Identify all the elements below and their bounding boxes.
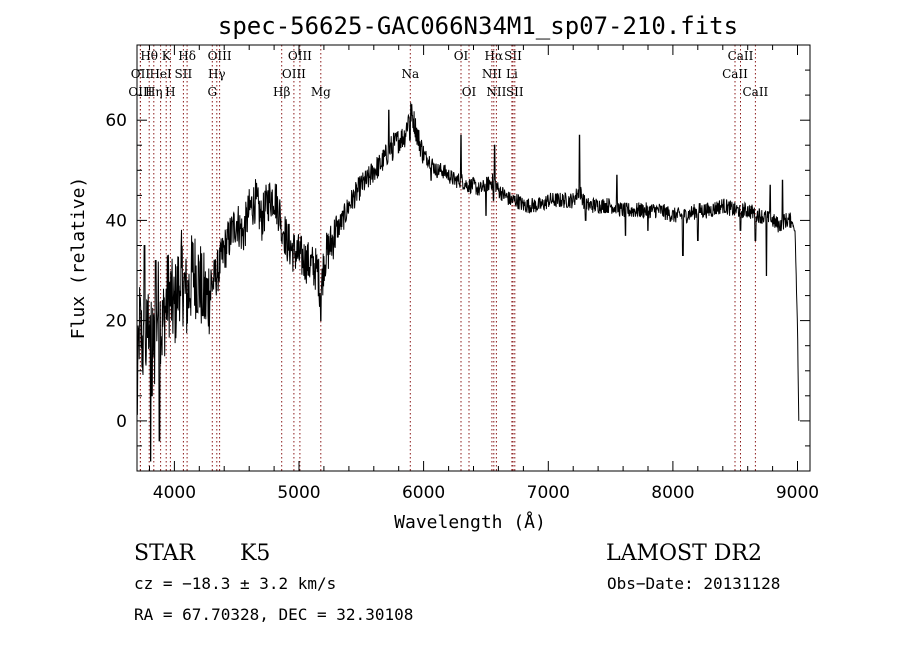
line-marker-label: CaII: [728, 49, 754, 63]
line-marker-label: SII: [175, 67, 193, 81]
line-marker-label: Na: [401, 67, 419, 81]
line-marker-label: Hα: [485, 49, 504, 63]
y-tick-label: 60: [105, 111, 127, 131]
x-axis-label: Wavelength (Å): [394, 511, 546, 533]
line-marker-label: Hγ: [208, 67, 226, 81]
y-axis-ticks: 0 20 40 60: [105, 69, 810, 472]
survey-name: LAMOST DR2: [606, 541, 762, 566]
x-tick-label: 4000: [153, 483, 196, 503]
line-marker-label: Hη: [145, 85, 163, 99]
line-marker-label: Mg: [311, 85, 331, 99]
object-class: STAR: [134, 541, 196, 566]
obs-date: Obs−Date: 20131128: [607, 574, 780, 593]
x-tick-label: 7000: [527, 483, 570, 503]
line-marker-label: OI: [454, 49, 469, 63]
x-tick-label: 5000: [277, 483, 320, 503]
spectrum-plot: [136, 102, 800, 462]
line-marker-label: G: [208, 85, 218, 99]
line-marker-label: Hδ: [178, 49, 196, 63]
line-marker-label: OIII: [128, 85, 152, 99]
y-tick-label: 40: [105, 211, 127, 231]
x-tick-label: 8000: [651, 483, 694, 503]
y-tick-label: 20: [105, 312, 127, 332]
line-marker-label: HeI: [149, 67, 172, 81]
line-marker-label: OIII: [282, 67, 306, 81]
line-marker-label: CaII: [722, 67, 748, 81]
y-axis-label: Flux (relative): [68, 177, 89, 340]
x-tick-label: 9000: [776, 483, 819, 503]
line-marker-label: K: [162, 49, 172, 63]
x-axis-ticks: 4000 5000 6000 7000 8000 9000: [149, 45, 819, 503]
line-marker-label: OI: [462, 85, 477, 99]
line-marker-label: H: [165, 85, 175, 99]
line-marker-label: OIII: [208, 49, 232, 63]
line-marker-label: CaII: [742, 85, 768, 99]
line-marker-label: SII: [504, 49, 522, 63]
y-tick-label: 0: [116, 412, 127, 432]
plot-frame: [136, 44, 811, 472]
coords-text: RA = 67.70328, DEC = 32.30108: [134, 605, 413, 624]
redshift-text: cz = −18.3 ± 3.2 km/s: [134, 574, 336, 593]
spectrum-line: [136, 102, 800, 462]
line-marker-label: Hθ: [140, 49, 158, 63]
line-marker-label: NII: [486, 85, 506, 99]
line-marker-label: NII: [482, 67, 502, 81]
line-marker-label: OIII: [288, 49, 312, 63]
line-marker-label: Hβ: [273, 85, 290, 99]
x-tick-label: 6000: [402, 483, 445, 503]
subclass: K5: [240, 541, 270, 566]
chart-title: spec-56625-GAC066N34M1_sp07-210.fits: [218, 12, 738, 40]
line-marker-label: SII: [506, 85, 524, 99]
line-marker-label: Li: [506, 67, 518, 81]
